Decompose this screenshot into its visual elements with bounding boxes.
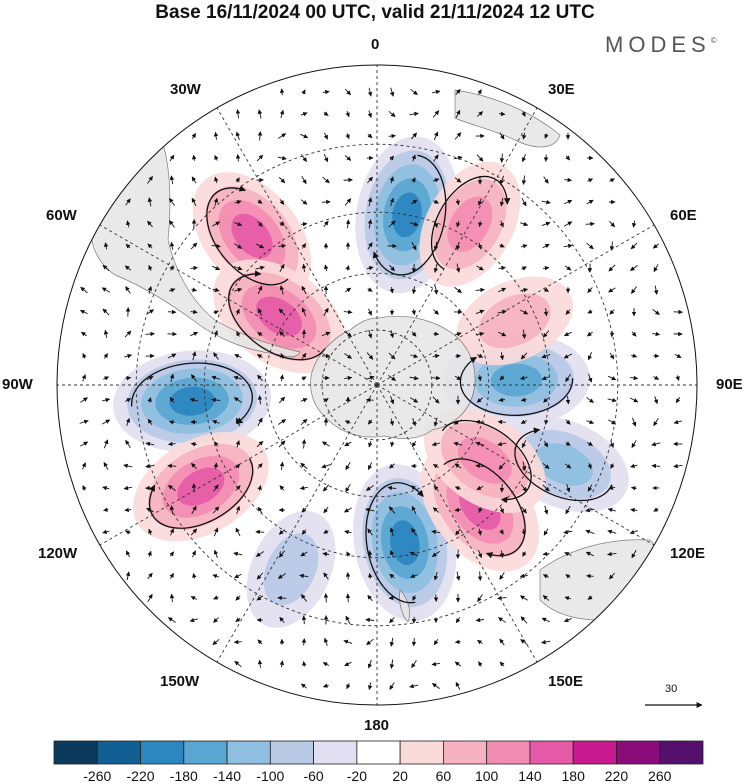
colorbar-tick-label: -180	[170, 768, 198, 784]
wind-arrow	[587, 576, 594, 577]
colorbar-box	[487, 741, 530, 764]
lon-label-30e: 30E	[548, 81, 575, 98]
colorbar-box	[573, 741, 616, 764]
colorbar-box	[660, 741, 703, 764]
lon-label-120e: 120E	[670, 545, 705, 562]
lon-label-150e: 150E	[548, 673, 583, 690]
lon-label-180: 180	[364, 717, 389, 734]
colorbar-tick-label: 60	[436, 768, 452, 784]
wind-arrow	[389, 598, 395, 599]
colorbar-tick-label: 220	[605, 768, 628, 784]
colorbar-box	[141, 741, 184, 764]
colorbar-box	[616, 741, 659, 764]
colorbar-box	[97, 741, 140, 764]
colorbar-box	[443, 741, 486, 764]
colorbar-box	[54, 741, 97, 764]
colorbar-tick-label: -100	[256, 768, 284, 784]
wind-arrow	[168, 312, 176, 313]
lon-label-150w: 150W	[160, 673, 199, 690]
lon-label-60w: 60W	[46, 207, 77, 224]
colorbar-tick-label: -260	[83, 768, 111, 784]
reference-vector-label: 30	[665, 683, 677, 695]
colorbar	[54, 741, 703, 764]
colorbar-tick-label: -220	[127, 768, 155, 784]
colorbar-tick-label: -140	[213, 768, 241, 784]
colorbar-tick-label: 100	[475, 768, 498, 784]
lon-label-60e: 60E	[670, 207, 697, 224]
lon-label-120w: 120W	[38, 545, 77, 562]
wind-arrow	[498, 422, 506, 423]
colorbar-box	[184, 741, 227, 764]
wind-arrow	[234, 642, 241, 643]
colorbar-tick-label: 20	[392, 768, 408, 784]
wind-arrow	[168, 466, 176, 467]
lon-label-30w: 30W	[170, 81, 201, 98]
colorbar-box	[227, 741, 270, 764]
colorbar-box	[314, 741, 357, 764]
wind-arrow	[322, 202, 331, 203]
lon-label-90w: 90W	[2, 376, 33, 393]
colorbar-box	[270, 741, 313, 764]
wind-arrow	[432, 378, 440, 379]
colorbar-tick-label: 260	[648, 768, 671, 784]
colorbar-tick-label: -60	[303, 768, 323, 784]
lon-label-0: 0	[371, 36, 379, 53]
colorbar-box	[530, 741, 573, 764]
lon-label-90e: 90E	[716, 376, 743, 393]
colorbar-tick-label: 140	[518, 768, 541, 784]
wind-arrow	[436, 594, 437, 601]
colorbar-tick-labels: -260 -220 -180 -140 -100 -60 -20 20 60 100 140 180 2…	[0, 768, 750, 783]
colorbar-box	[357, 741, 400, 764]
colorbar-tick-label: 180	[562, 768, 585, 784]
wind-arrow	[304, 616, 305, 624]
colorbar-box	[400, 741, 443, 764]
wind-arrow	[502, 484, 503, 492]
colorbar-tick-label: -20	[347, 768, 367, 784]
wind-arrow	[301, 224, 307, 225]
wind-arrow	[348, 594, 349, 602]
